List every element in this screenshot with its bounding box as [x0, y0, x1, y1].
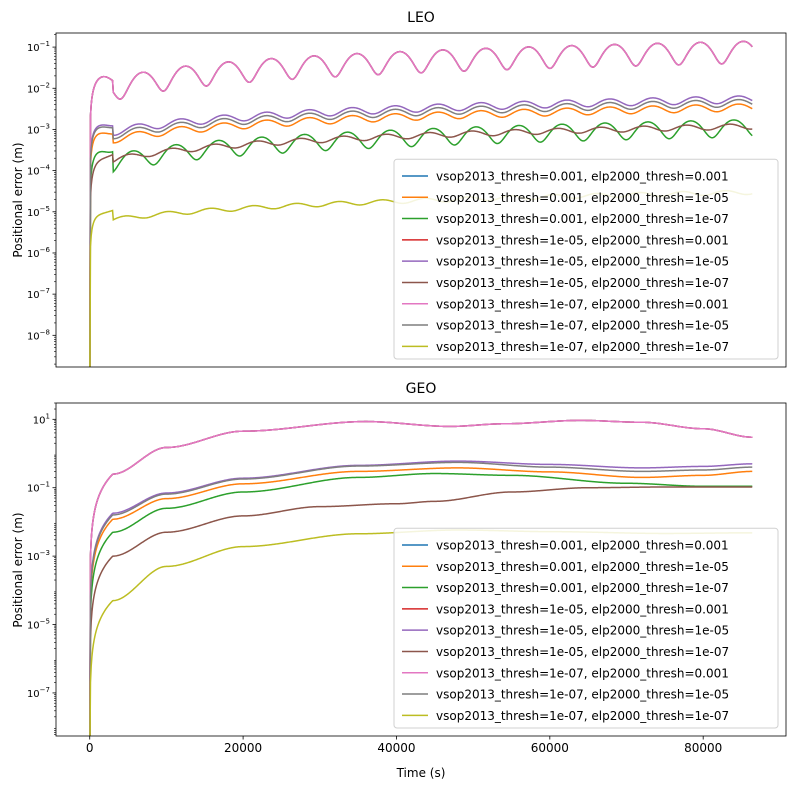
leo-legend-box [393, 158, 779, 360]
geo-y-tick-label: 10−5 [27, 618, 50, 632]
leo-panel: LEO Positional error (m) 10−8 10−7 10−6 10−… [11, 10, 787, 368]
leo-y-tick-label: 10−8 [27, 328, 50, 342]
geo-series-line-5 [89, 486, 753, 736]
geo-y-tick-label: 10−3 [27, 549, 50, 563]
leo-ylabel: Positional error (m) [11, 142, 25, 257]
leo-series-line-7 [89, 98, 753, 367]
leo-y-tick-label: 10−2 [27, 81, 50, 95]
leo-legend-label: vsop2013_thresh=0.001, elp2000_thresh=0.… [436, 169, 729, 183]
geo-x-tick-label: 40000 [377, 741, 415, 755]
geo-series-line-7 [89, 461, 753, 736]
leo-title: LEO [407, 10, 435, 26]
geo-legend-label: vsop2013_thresh=1e-05, elp2000_thresh=0.… [436, 602, 729, 616]
leo-legend-label: vsop2013_thresh=1e-05, elp2000_thresh=0.… [436, 233, 729, 247]
geo-legend-label: vsop2013_thresh=1e-07, elp2000_thresh=1e… [436, 688, 729, 702]
leo-y-tick-label: 10−4 [27, 164, 51, 178]
leo-legend-label: vsop2013_thresh=1e-07, elp2000_thresh=1e… [436, 340, 729, 354]
leo-series-line-4 [89, 95, 753, 367]
geo-y-tick-label: 10−1 [27, 481, 50, 495]
geo-x-tick-label: 20000 [224, 741, 262, 755]
leo-y-tick-label: 10−5 [27, 205, 50, 219]
leo-legend-label: vsop2013_thresh=1e-05, elp2000_thresh=1e… [436, 276, 729, 290]
geo-legend: vsop2013_thresh=0.001, elp2000_thresh=0.… [393, 527, 779, 729]
leo-series-line-5 [89, 123, 753, 367]
leo-legend-label: vsop2013_thresh=1e-07, elp2000_thresh=1e… [436, 319, 729, 333]
geo-y-tick-label: 101 [33, 412, 50, 426]
geo-legend-label: vsop2013_thresh=0.001, elp2000_thresh=0.… [436, 538, 729, 552]
leo-series-line-2 [89, 119, 753, 367]
geo-x-tick-label: 0 [86, 741, 94, 755]
geo-legend-label: vsop2013_thresh=0.001, elp2000_thresh=1e… [436, 560, 729, 574]
leo-legend: vsop2013_thresh=0.001, elp2000_thresh=0.… [393, 158, 779, 360]
leo-legend-label: vsop2013_thresh=1e-07, elp2000_thresh=0.… [436, 297, 729, 311]
geo-xlabel: Time (s) [396, 766, 446, 780]
leo-y-tick-label: 10−6 [27, 246, 51, 260]
leo-series-line-6 [89, 40, 753, 367]
geo-legend-label: vsop2013_thresh=1e-05, elp2000_thresh=1e… [436, 624, 729, 638]
geo-series-line-1 [89, 467, 753, 736]
geo-x-tick-label: 80000 [684, 741, 722, 755]
geo-series-line-2 [89, 472, 753, 736]
geo-legend-label: vsop2013_thresh=1e-05, elp2000_thresh=1e… [436, 645, 729, 659]
leo-y-tick-label: 10−7 [27, 287, 50, 301]
geo-y-tick-label: 10−7 [27, 686, 50, 700]
geo-ylabel: Positional error (m) [11, 512, 25, 627]
geo-legend-label: vsop2013_thresh=0.001, elp2000_thresh=1e… [436, 581, 729, 595]
geo-series-line-4 [89, 460, 753, 736]
leo-legend-label: vsop2013_thresh=0.001, elp2000_thresh=1e… [436, 212, 729, 226]
geo-legend-label: vsop2013_thresh=1e-07, elp2000_thresh=1e… [436, 709, 729, 723]
leo-legend-label: vsop2013_thresh=1e-05, elp2000_thresh=1e… [436, 255, 729, 269]
leo-y-tick-label: 10−1 [27, 40, 50, 54]
geo-panel: GEO Positional error (m) Time (s) 10−7 10… [11, 381, 787, 780]
geo-legend-label: vsop2013_thresh=1e-07, elp2000_thresh=0.… [436, 666, 729, 680]
geo-x-tick-label: 60000 [531, 741, 569, 755]
leo-legend-label: vsop2013_thresh=0.001, elp2000_thresh=1e… [436, 191, 729, 205]
leo-y-tick-label: 10−3 [27, 122, 50, 136]
geo-series-line-6 [89, 419, 753, 736]
geo-title: GEO [406, 381, 437, 397]
leo-series-line-1 [89, 103, 753, 367]
geo-legend-box [393, 527, 779, 729]
leo-axes-frame [55, 32, 787, 368]
